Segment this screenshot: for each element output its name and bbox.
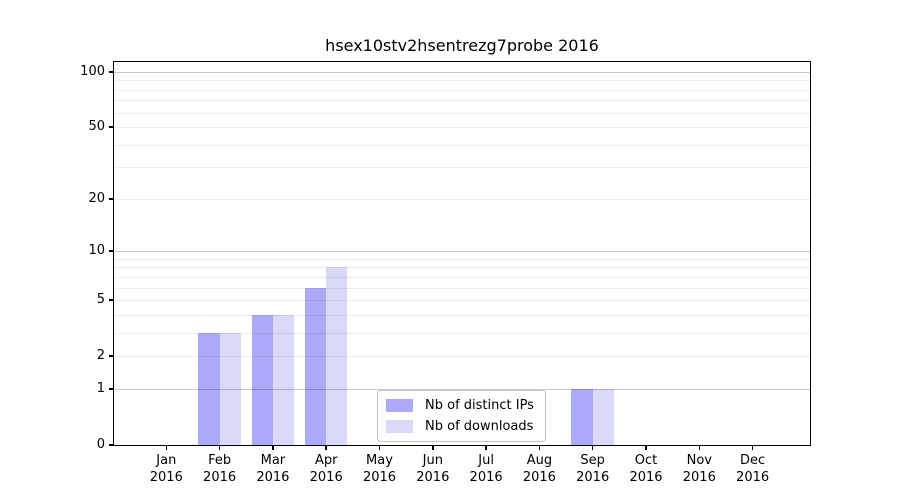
y-tick-label: 0 xyxy=(96,437,105,452)
y-tick-label: 100 xyxy=(80,63,105,79)
bar-mar-downloads xyxy=(272,314,295,445)
x-tick-label-dec: Dec 2016 xyxy=(736,453,770,486)
x-tick-label-jan: Jan 2016 xyxy=(149,453,183,486)
x-tick-label-apr: Apr 2016 xyxy=(309,453,343,486)
legend-swatch-distinct-ips-icon xyxy=(386,399,413,412)
legend-item-distinct-ips: Nb of distinct IPs xyxy=(386,398,534,413)
gridline xyxy=(114,356,810,358)
y-tick-label: 50 xyxy=(88,119,105,135)
x-tick-label-aug: Aug 2016 xyxy=(522,453,556,486)
x-tick-label-jun: Jun 2016 xyxy=(416,453,450,486)
x-tick-mark xyxy=(751,445,754,450)
y-tick-mark xyxy=(109,299,114,301)
gridline xyxy=(114,167,810,169)
y-tick-mark xyxy=(109,71,114,73)
bar-sep-downloads xyxy=(592,388,614,445)
x-tick-mark xyxy=(165,445,168,450)
y-tick-mark xyxy=(109,444,114,446)
gridline xyxy=(114,287,810,289)
gridline xyxy=(114,314,810,316)
legend: Nb of distinct IPs Nb of downloads xyxy=(377,390,546,442)
x-axis: Jan 2016 Feb 2016 Mar 2016 Apr 2016 May 2016… xyxy=(114,62,810,485)
y-tick-label: 5 xyxy=(96,292,105,308)
x-tick-mark xyxy=(645,445,647,450)
x-tick-mark xyxy=(218,445,221,450)
x-tick-mark xyxy=(378,445,381,450)
x-tick-label-mar: Mar 2016 xyxy=(256,453,290,486)
x-tick-label-nov: Nov 2016 xyxy=(682,453,716,486)
x-tick-label-jul: Jul 2016 xyxy=(469,453,503,486)
y-tick-label: 2 xyxy=(96,348,105,364)
x-tick-mark xyxy=(325,445,327,450)
legend-label-downloads: Nb of downloads xyxy=(425,419,534,434)
y-tick-mark xyxy=(109,355,114,357)
y-tick-mark xyxy=(109,388,114,390)
gridline xyxy=(114,258,810,260)
legend-label-distinct-ips: Nb of distinct IPs xyxy=(425,398,534,413)
x-tick-mark xyxy=(591,445,594,450)
gridline xyxy=(114,71,810,73)
bar-mar-ips xyxy=(251,314,273,445)
y-tick-label: 10 xyxy=(88,243,105,259)
gridline xyxy=(114,80,810,82)
y-tick-label: 1 xyxy=(96,380,105,396)
x-tick-label-oct: Oct 2016 xyxy=(629,453,663,486)
x-tick-mark xyxy=(485,445,487,450)
x-tick-mark xyxy=(698,445,701,450)
y-tick-label: 20 xyxy=(88,190,105,206)
grid-layer xyxy=(114,62,810,445)
x-tick-mark xyxy=(272,445,274,450)
gridline xyxy=(114,127,810,129)
gridline xyxy=(114,300,810,302)
x-tick-mark xyxy=(432,445,434,450)
gridline xyxy=(114,332,810,334)
legend-swatch-downloads-icon xyxy=(386,420,413,433)
gridline xyxy=(114,198,810,200)
gridline xyxy=(114,112,810,114)
x-tick-label-may: May 2016 xyxy=(362,453,397,486)
x-tick-label-sep: Sep 2016 xyxy=(576,453,610,486)
x-tick-mark xyxy=(538,445,541,450)
chart-title: hsex10stv2hsentrezg7probe 2016 xyxy=(325,36,599,55)
y-tick-mark xyxy=(109,198,114,200)
y-axis: 0 1 2 5 10 20 50 100 xyxy=(80,62,810,452)
gridline xyxy=(114,251,810,253)
gridline xyxy=(114,100,810,102)
y-tick-mark xyxy=(109,126,114,128)
gridline xyxy=(114,388,810,390)
bar-sep-ips xyxy=(571,388,593,445)
y-tick-mark xyxy=(109,250,114,252)
gridline xyxy=(114,89,810,91)
plot-area: Nb of distinct IPs Nb of downloads 0 1 2 5 1… xyxy=(80,61,811,485)
legend-item-downloads: Nb of downloads xyxy=(386,419,534,434)
bar-apr-ips xyxy=(304,287,327,445)
gridline xyxy=(114,276,810,278)
gridline xyxy=(114,144,810,146)
gridline xyxy=(114,267,810,269)
x-tick-label-feb: Feb 2016 xyxy=(203,453,237,486)
